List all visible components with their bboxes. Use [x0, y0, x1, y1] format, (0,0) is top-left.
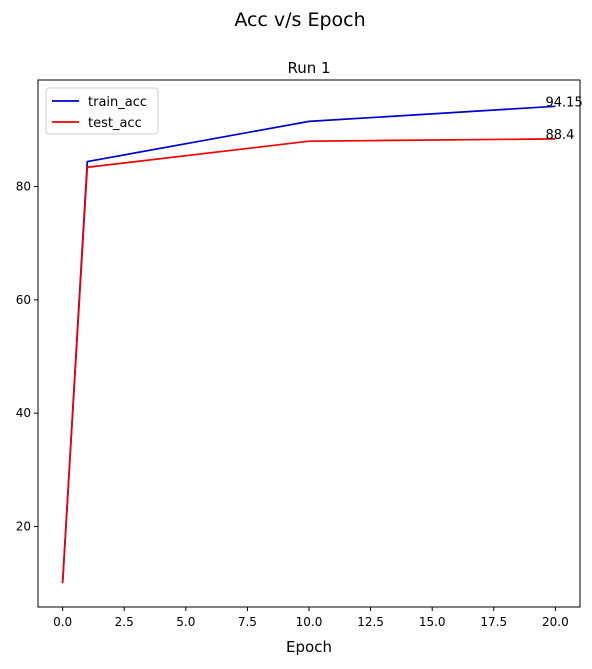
y-tick-label: 20 — [16, 520, 31, 534]
chart-title: Run 1 — [287, 59, 330, 77]
x-tick-label: 17.5 — [480, 615, 507, 629]
x-tick-label: 2.5 — [115, 615, 134, 629]
value-annotation: 88.4 — [546, 128, 575, 143]
x-tick-label: 12.5 — [357, 615, 384, 629]
x-tick-label: 10.0 — [296, 615, 323, 629]
legend-label: test_acc — [88, 116, 142, 131]
series-line-test-acc — [61, 138, 556, 584]
x-tick-label: 7.5 — [238, 615, 257, 629]
figure-suptitle: Acc v/s Epoch — [234, 9, 365, 31]
legend-label: train_acc — [88, 95, 147, 110]
x-tick-label: 0.0 — [53, 615, 72, 629]
x-tick-label: 15.0 — [419, 615, 446, 629]
series-line-train-acc — [61, 105, 556, 584]
plot-frame — [37, 79, 581, 608]
y-tick-label: 40 — [16, 406, 31, 420]
x-tick-label: 5.0 — [176, 615, 195, 629]
x-tick-label: 20.0 — [542, 615, 569, 629]
value-annotation: 94.15 — [546, 95, 583, 110]
y-tick-label: 60 — [16, 293, 31, 307]
y-tick-label: 80 — [16, 180, 31, 194]
x-axis-label: Epoch — [286, 638, 332, 656]
